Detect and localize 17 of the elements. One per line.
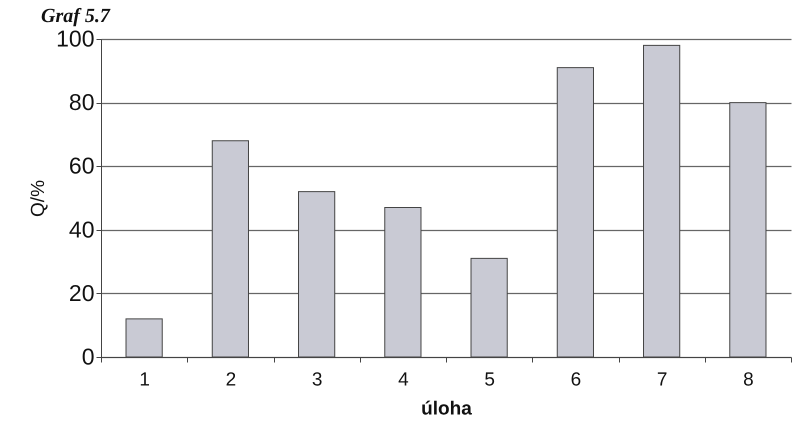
y-tick-label: 100 xyxy=(56,26,94,52)
y-tick-label: 20 xyxy=(68,280,94,306)
x-tick-label: 4 xyxy=(398,370,410,390)
y-tick-label: 60 xyxy=(68,152,94,179)
y-tick-label: 0 xyxy=(82,344,94,370)
x-tick-label: 5 xyxy=(484,370,495,390)
y-tick-label: 80 xyxy=(68,89,94,116)
x-tick-label: 8 xyxy=(743,370,754,390)
x-tick-label: 2 xyxy=(226,370,236,390)
x-tick-label: 3 xyxy=(312,370,322,390)
x-tick-label: 1 xyxy=(139,370,150,390)
y-tick-label: 40 xyxy=(68,216,94,242)
x-tick-label: 7 xyxy=(656,370,668,390)
x-axis-title: úloha xyxy=(421,398,472,420)
chart-title: Graf 5.7 xyxy=(41,5,111,27)
y-axis-title: Q/% xyxy=(28,180,50,217)
x-tick-label: 6 xyxy=(570,370,582,390)
